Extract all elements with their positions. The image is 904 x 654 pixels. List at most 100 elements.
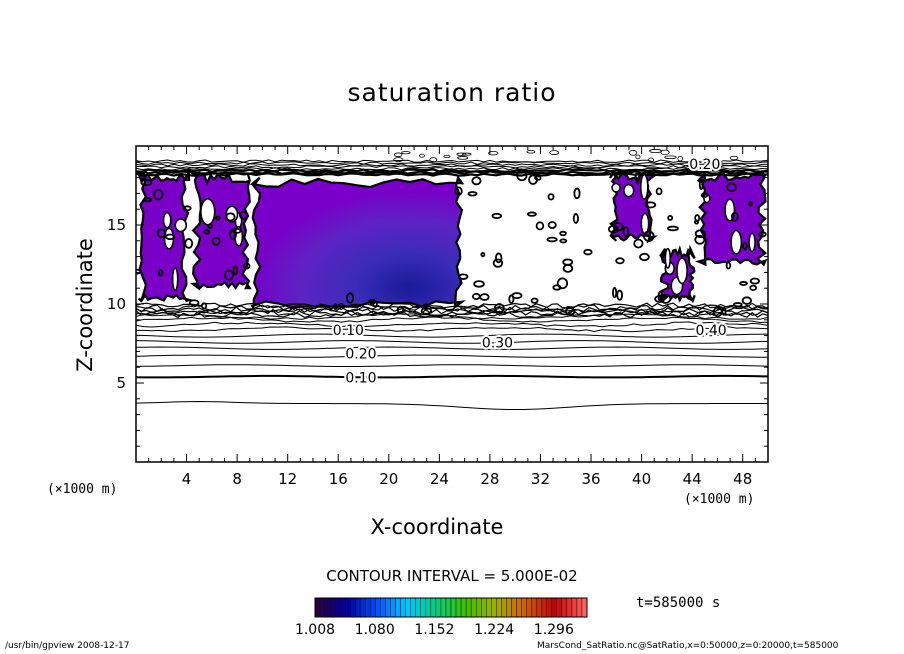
colorbar-strip	[430, 597, 437, 618]
contour-blob	[549, 150, 560, 155]
contour-blob	[547, 221, 557, 229]
contour-blob	[508, 294, 515, 304]
region-hole	[171, 266, 179, 292]
colorbar-strip	[470, 597, 477, 618]
contour-blob	[725, 261, 732, 270]
colorbar-strip	[546, 597, 552, 618]
contour-blob	[471, 176, 482, 186]
x-tick-label: 16	[329, 470, 348, 488]
contour-blob	[643, 230, 655, 242]
contour-blob	[224, 269, 235, 281]
colorbar-strip	[445, 597, 452, 618]
contour-blob	[225, 212, 236, 222]
contour-blob	[615, 257, 625, 265]
contour-blob	[136, 268, 142, 275]
colorbar-strip	[314, 597, 321, 618]
colorbar-strip	[375, 597, 381, 618]
contour-blob	[462, 152, 472, 156]
contour-line	[136, 304, 768, 311]
colorbar-strip	[561, 597, 568, 618]
contour-blob	[749, 277, 760, 285]
contour-line	[136, 170, 768, 175]
contour-label: 0.20	[345, 347, 376, 363]
colorbar-strip	[526, 597, 532, 618]
x-tick-label: 48	[733, 470, 752, 488]
contour-blob	[488, 150, 499, 156]
colorbar-strip	[581, 597, 588, 618]
contour-blob	[739, 281, 748, 286]
region-hole	[200, 198, 216, 226]
contour-blob	[372, 300, 378, 308]
x-tick-label: 4	[182, 470, 192, 488]
footer-command: /usr/bin/gpview 2008-12-17	[5, 641, 130, 651]
contour-blob	[153, 188, 164, 201]
contour-blob	[232, 227, 242, 234]
contour-blob	[393, 152, 403, 158]
colorbar-strip	[425, 597, 432, 618]
contour-blob	[657, 290, 664, 303]
colorbar-strip	[450, 597, 457, 618]
contour-line	[136, 340, 768, 344]
contour-blob	[667, 225, 679, 232]
contour-blob	[143, 197, 153, 203]
region-hole	[622, 183, 635, 198]
contour-blob	[633, 238, 644, 249]
contour-line	[136, 374, 768, 379]
contour-line	[136, 400, 768, 410]
colorbar-strip	[350, 597, 356, 618]
contour-blob	[393, 157, 404, 163]
contour-blob	[732, 302, 743, 308]
colorbar-strip	[571, 597, 578, 618]
colorbar-tick-label: 1.224	[474, 622, 514, 638]
chart-title: saturation ratio	[347, 78, 557, 107]
contour-lines	[136, 149, 768, 410]
contour-blob	[530, 297, 539, 304]
contour-blob	[443, 154, 451, 158]
y-tick-label: 10	[107, 295, 126, 313]
contour-blob	[729, 155, 739, 161]
colorbar-strip	[339, 597, 346, 618]
colorbar-strip	[365, 597, 371, 618]
colorbar-strip	[329, 597, 336, 618]
colorbar-strip	[380, 597, 386, 618]
contour-line	[136, 311, 768, 319]
colorbar-strip	[334, 597, 341, 618]
y-ticks: 5 10 15	[107, 161, 768, 447]
colorbar-strip	[531, 597, 537, 618]
contour-blob	[479, 293, 490, 301]
contour-blob	[693, 219, 700, 225]
contour-blob	[698, 178, 704, 190]
footer-source: MarsCond_SatRatio.nc@SatRatio,x=0:50000,…	[537, 641, 839, 651]
contour-blob	[232, 265, 238, 276]
contour-blob	[534, 175, 542, 181]
colorbar-tick-label: 1.296	[534, 622, 574, 638]
y-tick-label: 15	[107, 216, 126, 234]
contour-blob	[655, 187, 663, 196]
region-hole	[664, 247, 672, 269]
contour-labels: 0.10 0.20 0.30 0.10 0.40 0.20	[331, 155, 729, 388]
contour-blob	[559, 238, 568, 244]
colorbar-strip	[481, 597, 487, 618]
contour-line	[136, 308, 768, 315]
colorbar-strip	[370, 597, 376, 618]
contour-blob	[140, 179, 153, 187]
contour-line	[136, 333, 768, 338]
colorbar-strip	[410, 597, 416, 618]
colorbar-strip	[521, 597, 527, 618]
contour-blob	[164, 233, 176, 241]
contour-blob	[664, 155, 677, 160]
colorbar-strip	[460, 597, 467, 618]
region-hole	[639, 173, 649, 200]
contour-blob	[454, 186, 463, 197]
contour-interval-label: CONTOUR INTERVAL = 5.000E-02	[326, 567, 578, 585]
x-tick-label: 44	[683, 470, 702, 488]
contour-blob	[649, 149, 662, 154]
contour-blob	[677, 155, 684, 162]
contour-line	[136, 346, 768, 350]
contour-blob	[203, 229, 211, 235]
contour-label: 0.30	[482, 336, 513, 352]
colorbar-strip	[319, 597, 326, 618]
contour-line	[136, 354, 768, 358]
contour-blob	[419, 153, 425, 158]
contour-blob	[562, 263, 574, 273]
